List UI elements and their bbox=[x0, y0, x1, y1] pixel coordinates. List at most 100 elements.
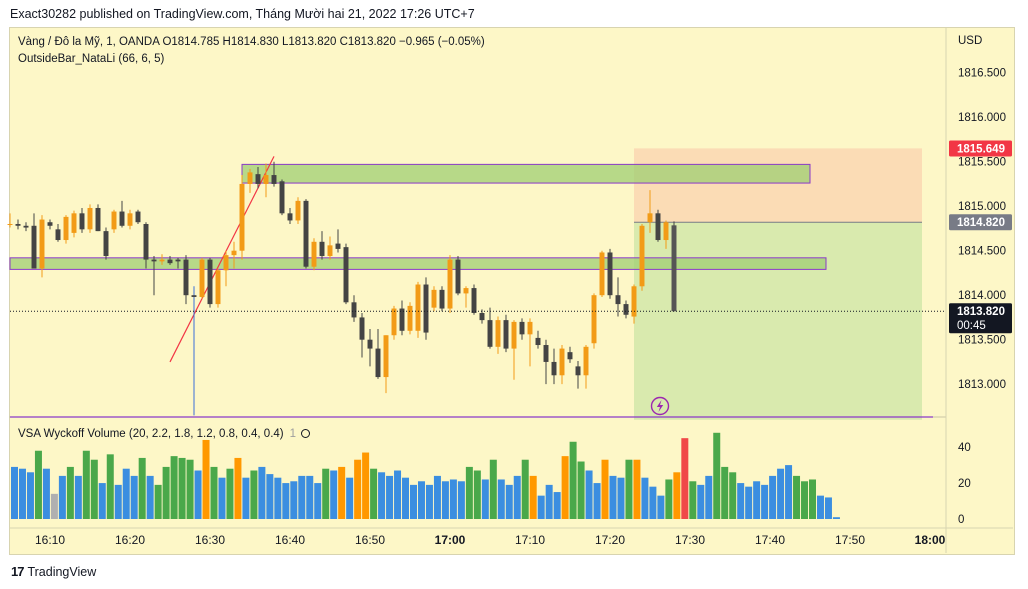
candle-body bbox=[519, 321, 525, 335]
price-badge-label: 1813.820 bbox=[957, 306, 1005, 318]
volume-tick-label: 0 bbox=[958, 514, 964, 526]
volume-bar bbox=[681, 438, 689, 519]
candle bbox=[455, 256, 461, 296]
volume-bar bbox=[58, 475, 66, 519]
candle bbox=[151, 256, 157, 296]
volume-tick-label: 20 bbox=[958, 478, 971, 490]
candle bbox=[327, 236, 333, 260]
volume-bar bbox=[633, 459, 641, 519]
flash-icon-circle bbox=[650, 396, 670, 416]
candle bbox=[607, 248, 613, 299]
volume-source-icon[interactable] bbox=[301, 429, 311, 438]
candle bbox=[375, 329, 381, 379]
time-tick-label: 16:40 bbox=[275, 533, 305, 547]
volume-bar bbox=[801, 481, 809, 519]
volume-bar bbox=[673, 472, 681, 519]
volume-bar bbox=[386, 475, 394, 519]
volume-bar bbox=[641, 477, 649, 519]
candle bbox=[103, 227, 109, 260]
candle bbox=[615, 277, 621, 317]
candle-body bbox=[127, 213, 133, 226]
volume-bar bbox=[11, 466, 18, 519]
tradingview-logo[interactable]: 17 TradingView bbox=[11, 564, 96, 579]
candle-body bbox=[199, 259, 205, 297]
volume-bar bbox=[721, 466, 729, 519]
candle bbox=[663, 220, 669, 249]
candle bbox=[567, 346, 573, 363]
candle-body bbox=[463, 288, 469, 294]
volume-bar bbox=[713, 432, 721, 519]
volume-bar bbox=[394, 470, 402, 519]
candle bbox=[175, 257, 181, 269]
candle bbox=[351, 295, 357, 322]
volume-bar bbox=[138, 457, 146, 519]
volume-bar bbox=[74, 475, 82, 519]
candle bbox=[295, 197, 301, 224]
candle-body bbox=[167, 259, 173, 264]
volume-bar bbox=[114, 484, 122, 519]
price-badge-bg bbox=[949, 140, 1012, 157]
volume-bar bbox=[202, 439, 210, 519]
candle bbox=[71, 210, 77, 238]
candle-body bbox=[55, 229, 61, 241]
candle-body bbox=[551, 361, 557, 376]
candle bbox=[111, 209, 117, 233]
price-tick-label: 1813.000 bbox=[958, 379, 1006, 391]
candle bbox=[311, 238, 317, 271]
candle bbox=[199, 257, 205, 299]
volume-bar bbox=[545, 484, 553, 519]
price-tick-label: 1815.500 bbox=[958, 157, 1006, 169]
volume-bar bbox=[553, 492, 561, 519]
volume-bar bbox=[489, 459, 497, 519]
volume-bar bbox=[330, 470, 338, 519]
candle-body bbox=[423, 284, 429, 333]
candle bbox=[639, 224, 645, 291]
price-badge-countdown: 00:45 bbox=[957, 320, 986, 332]
price-tick-label: 1813.500 bbox=[958, 335, 1006, 347]
candle bbox=[519, 318, 525, 340]
candle bbox=[319, 231, 325, 260]
volume-bar bbox=[218, 477, 226, 519]
volume-bar bbox=[186, 459, 194, 519]
candle-body bbox=[639, 225, 645, 287]
candle bbox=[359, 312, 365, 358]
candle bbox=[183, 255, 189, 305]
candle-body bbox=[575, 366, 581, 376]
candle bbox=[487, 307, 493, 349]
volume-bar bbox=[601, 459, 609, 519]
candle-body bbox=[447, 259, 453, 309]
candle bbox=[191, 286, 197, 416]
trend-line bbox=[169, 156, 275, 363]
candle bbox=[239, 175, 245, 260]
volume-bar bbox=[785, 465, 793, 519]
candle bbox=[383, 335, 389, 394]
volume-bar bbox=[657, 495, 665, 519]
candle bbox=[671, 221, 677, 312]
candle-body bbox=[135, 211, 141, 223]
candle-body bbox=[15, 224, 21, 226]
volume-bar bbox=[593, 483, 601, 519]
candle-body bbox=[439, 289, 445, 309]
position-target-area bbox=[634, 148, 922, 223]
volume-bar bbox=[130, 475, 138, 519]
candle bbox=[655, 209, 661, 242]
volume-bar bbox=[250, 470, 258, 519]
candle-body bbox=[151, 259, 157, 262]
volume-bar bbox=[274, 477, 282, 519]
volume-legend-extra: 1 bbox=[289, 428, 297, 440]
candle-body bbox=[39, 219, 45, 269]
candle bbox=[7, 213, 13, 228]
candle bbox=[167, 256, 173, 265]
time-tick-label: 17:50 bbox=[835, 533, 865, 547]
volume-bar bbox=[146, 475, 154, 519]
volume-bar bbox=[425, 484, 433, 519]
candle bbox=[407, 302, 413, 335]
volume-bar bbox=[306, 475, 314, 519]
candle-body bbox=[327, 245, 333, 257]
volume-bar bbox=[258, 466, 266, 519]
candle-body bbox=[503, 320, 509, 349]
candle bbox=[527, 318, 533, 367]
tradingview-logo-text: TradingView bbox=[27, 564, 97, 579]
candle-body bbox=[111, 211, 117, 230]
